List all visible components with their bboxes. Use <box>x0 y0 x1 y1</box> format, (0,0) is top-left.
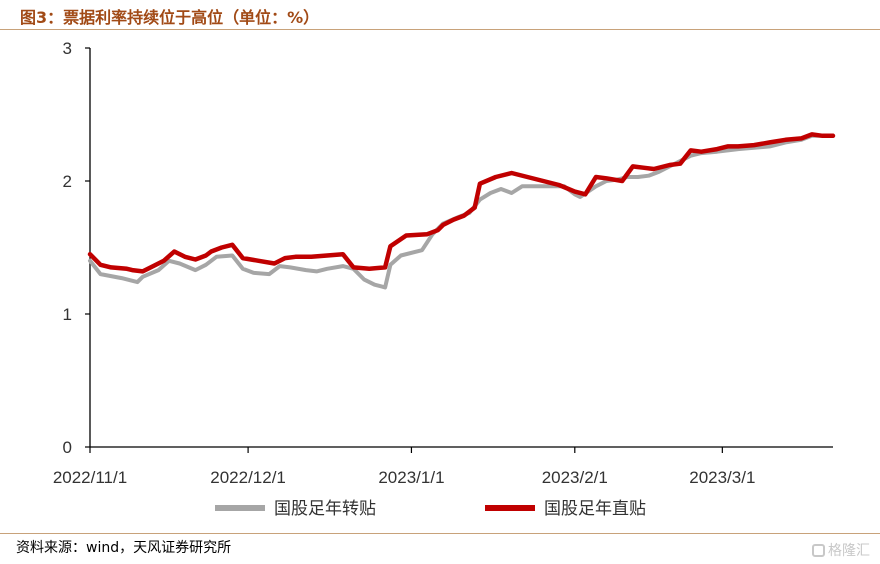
x-tick-label: 2022/11/1 <box>53 468 127 487</box>
x-tick-label: 2022/12/1 <box>210 468 286 487</box>
x-tick-label: 2023/1/1 <box>378 468 444 487</box>
source-note: 资料来源：wind，天风证券研究所 <box>16 540 232 556</box>
x-tick-label: 2023/2/1 <box>542 468 608 487</box>
chart-title: 图3：票据利率持续位于高位（单位：%） <box>20 8 320 27</box>
title-divider <box>0 29 880 30</box>
x-tick-label: 2023/3/1 <box>689 468 755 487</box>
line-chart: 0 1 2 3 2022/11/1 2022/12/1 2023/1/1 2023/2/1 20… <box>53 39 836 519</box>
legend-label-1: 国股足年转贴 <box>274 499 376 519</box>
series-line-2 <box>87 132 836 274</box>
y-tick-label: 3 <box>63 39 72 58</box>
y-tick-label: 0 <box>63 438 72 457</box>
y-tick-label: 1 <box>63 305 72 324</box>
chart-axes: 0 1 2 3 2022/11/1 2022/12/1 2023/1/1 2023/2/1 20… <box>53 39 833 487</box>
series-line-1 <box>88 133 835 290</box>
legend-label-2: 国股足年直贴 <box>544 499 646 519</box>
watermark: 格隆汇 <box>812 540 870 560</box>
watermark-logo-icon <box>812 543 825 557</box>
chart-legend: 国股足年转贴 国股足年直贴 <box>215 499 646 519</box>
footer-divider <box>0 533 880 534</box>
watermark-text: 格隆汇 <box>828 543 870 559</box>
series-layer <box>87 132 836 290</box>
y-tick-label: 2 <box>63 172 72 191</box>
